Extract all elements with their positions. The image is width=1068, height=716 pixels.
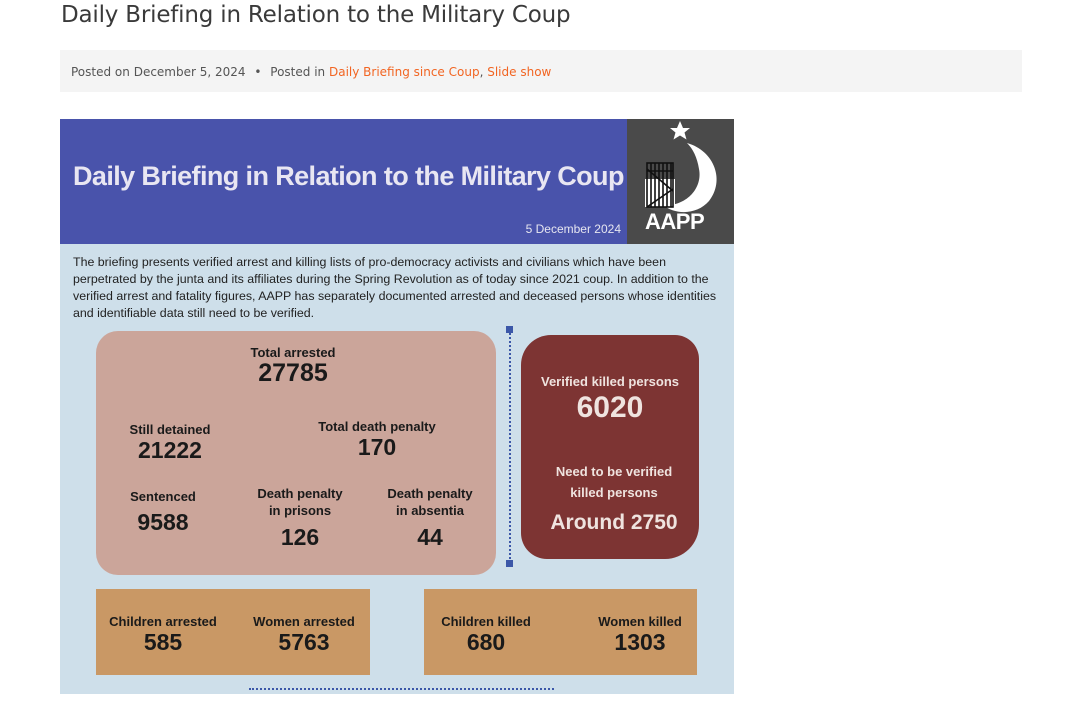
stat-total-death-penalty: Total death penalty 170: [302, 418, 452, 459]
posted-on-label: Posted on: [71, 65, 130, 79]
stat-value: 21222: [138, 437, 202, 463]
divider-dot-bottom: [506, 560, 513, 567]
vertical-divider: [509, 329, 511, 563]
meta-separator: •: [254, 65, 262, 79]
stat-label: Need to be verified: [555, 464, 673, 479]
stat-label: Children arrested: [109, 614, 217, 629]
stat-label: killed persons: [570, 485, 658, 500]
stat-label: Death penalty: [387, 486, 473, 501]
stat-total-arrested: Total arrested 27785: [236, 344, 350, 387]
stat-value: 5763: [278, 629, 330, 655]
stat-label: Total death penalty: [318, 419, 436, 434]
killed-demographics-panel: Children killed 680 Women killed 1303: [424, 589, 697, 675]
posted-in-label: Posted in: [270, 65, 326, 79]
post-meta: Posted on December 5, 2024 • Posted in D…: [60, 50, 1022, 92]
stat-label: in prisons: [268, 503, 332, 518]
banner-title: Daily Briefing in Relation to the Milita…: [73, 161, 624, 191]
stat-label: Women killed: [598, 614, 682, 629]
stat-value: 680: [466, 629, 506, 655]
stat-children-killed: Children killed 680: [430, 613, 542, 654]
stat-value: 1303: [614, 629, 666, 655]
stat-unverified-killed: Need to be verified killed persons Aroun…: [525, 461, 703, 537]
category-link-slide-show[interactable]: Slide show: [487, 65, 552, 79]
stat-value: 170: [357, 434, 397, 460]
stat-label: Still detained: [129, 422, 211, 437]
stat-value: 585: [143, 629, 183, 655]
intro-text: The briefing presents verified arrest an…: [73, 255, 717, 320]
stat-still-detained: Still detained 21222: [114, 421, 226, 462]
stat-value: 6020: [576, 391, 644, 424]
infographic-banner: Daily Briefing in Relation to the Milita…: [60, 119, 627, 244]
logo-text: AAPP: [645, 209, 705, 234]
stat-label: Total arrested: [250, 345, 336, 360]
post-title: Daily Briefing in Relation to the Milita…: [61, 2, 571, 28]
stat-label: Sentenced: [130, 489, 196, 504]
bottom-divider: [249, 688, 554, 690]
stat-value: 9588: [137, 509, 189, 535]
stat-value: 126: [280, 524, 320, 550]
stat-value: 27785: [258, 359, 328, 387]
arrests-panel: Total arrested 27785 Still detained 2122…: [96, 331, 496, 575]
stat-label: Death penalty: [257, 486, 343, 501]
stat-death-penalty-prisons: Death penalty in prisons 126: [246, 485, 354, 549]
stat-death-penalty-absentia: Death penalty in absentia 44: [378, 485, 482, 549]
stat-verified-killed: Verified killed persons 6020: [521, 373, 699, 424]
stat-children-arrested: Children arrested 585: [100, 613, 226, 654]
stat-value: Around 2750: [550, 511, 678, 534]
briefing-infographic[interactable]: Daily Briefing in Relation to the Milita…: [60, 119, 734, 694]
post-date-link[interactable]: December 5, 2024: [133, 65, 246, 79]
arrests-demographics-panel: Children arrested 585 Women arrested 576…: [96, 589, 370, 675]
stat-women-killed: Women killed 1303: [590, 613, 690, 654]
stat-sentenced: Sentenced 9588: [114, 488, 212, 534]
category-link-daily-briefing[interactable]: Daily Briefing since Coup: [328, 65, 480, 79]
stat-label: Verified killed persons: [541, 374, 679, 389]
stat-value: 44: [417, 524, 443, 550]
killed-panel: Verified killed persons 6020 Need to be …: [521, 335, 699, 559]
stat-label: Children killed: [441, 614, 531, 629]
stat-label: in absentia: [396, 503, 464, 518]
category-separator: ,: [479, 65, 484, 79]
stat-women-arrested: Women arrested 5763: [242, 613, 366, 654]
star-crescent-prison-icon: [645, 121, 717, 213]
stat-label: Women arrested: [253, 614, 355, 629]
banner-date: 5 December 2024: [525, 222, 621, 236]
aapp-logo: AAPP: [627, 119, 734, 244]
